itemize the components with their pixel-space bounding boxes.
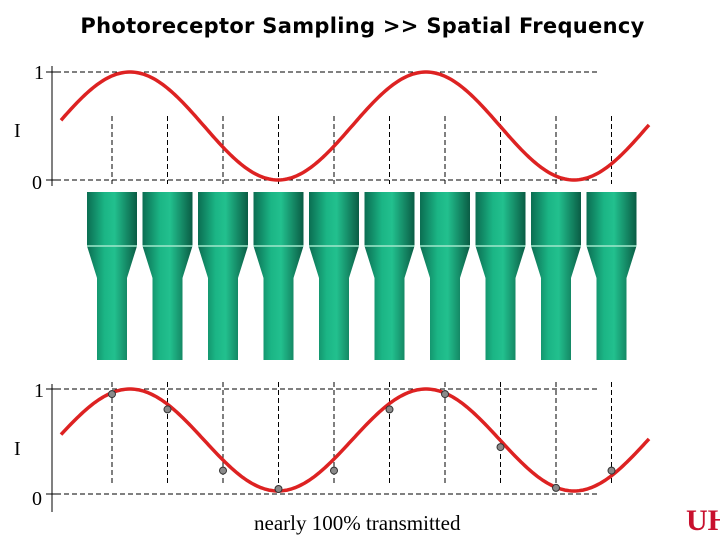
sample-point [552, 483, 560, 492]
top-stimulus-wave [59, 70, 651, 182]
photoreceptor [87, 192, 137, 360]
photoreceptor [198, 192, 248, 360]
photoreceptor-body [142, 192, 193, 360]
photoreceptor [364, 192, 415, 360]
top-plot: 1 0 I [14, 62, 651, 194]
sample-points [108, 390, 616, 493]
photoreceptor [531, 192, 581, 360]
bottom-plot: 1 0 I [14, 380, 651, 512]
photoreceptor-body [586, 192, 637, 360]
sample-point [496, 443, 505, 452]
photoreceptor-row [87, 192, 637, 360]
photoreceptor [420, 192, 470, 360]
figure-title: Photoreceptor Sampling >> Spatial Freque… [80, 14, 645, 38]
uh-logo: UH [686, 504, 720, 537]
top-tick-label-0: 0 [32, 172, 42, 194]
top-y-label: I [14, 120, 21, 142]
sample-point [108, 390, 116, 399]
sample-point [607, 466, 616, 475]
sample-point [441, 390, 449, 399]
top-sampling-lines [111, 116, 612, 184]
photoreceptor-body [309, 192, 359, 360]
bottom-y-label: I [14, 438, 21, 460]
photoreceptor-body [420, 192, 470, 360]
photoreceptor-body [364, 192, 415, 360]
photoreceptor [586, 192, 637, 360]
sample-point [385, 405, 394, 414]
photoreceptor-body [531, 192, 581, 360]
top-tick-label-1: 1 [34, 62, 44, 84]
photoreceptor [253, 192, 304, 360]
bottom-tick-label-0: 0 [32, 488, 42, 510]
uh-logo-text: UH [686, 504, 720, 537]
sample-point [163, 405, 172, 414]
photoreceptor-body [253, 192, 304, 360]
photoreceptor-body [198, 192, 248, 360]
sample-point [274, 485, 283, 493]
bottom-sampling-lines [111, 382, 612, 484]
caption: nearly 100% transmitted [254, 511, 461, 535]
bottom-response-wave [59, 387, 651, 493]
photoreceptor [309, 192, 359, 360]
photoreceptor-body [87, 192, 137, 360]
photoreceptor-body [475, 192, 526, 360]
photoreceptor [142, 192, 193, 360]
sample-point [219, 466, 227, 475]
bottom-tick-label-1: 1 [34, 380, 44, 402]
sample-point [330, 466, 338, 475]
photoreceptor [475, 192, 526, 360]
